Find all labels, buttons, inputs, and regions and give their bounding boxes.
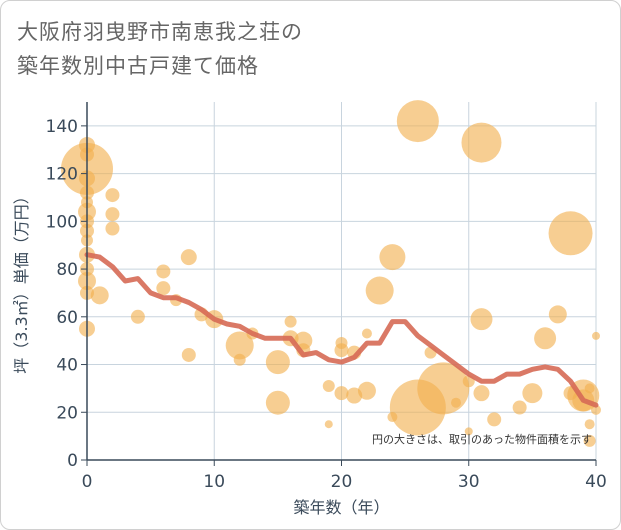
- data-bubble: [470, 308, 493, 331]
- x-tick-label: 40: [585, 472, 607, 492]
- data-bubble: [105, 188, 120, 203]
- data-bubble: [534, 327, 557, 350]
- x-tick-label: 0: [82, 472, 93, 492]
- data-bubble: [487, 412, 502, 427]
- y-axis-title: 坪（3.3㎡）単価（万円）: [12, 188, 31, 373]
- data-bubble: [324, 420, 333, 429]
- data-bubble: [522, 383, 543, 404]
- data-bubble: [584, 419, 595, 430]
- data-bubble: [265, 350, 290, 375]
- trend-line-group: [84, 252, 599, 408]
- data-bubble: [334, 386, 349, 401]
- data-bubble: [156, 264, 171, 279]
- y-tick-label: 60: [56, 308, 78, 328]
- chart-title-line-2: 築年数別中古戸建て価格: [17, 54, 259, 78]
- data-bubble: [105, 207, 120, 222]
- data-bubble: [473, 385, 490, 402]
- data-bubble: [451, 397, 462, 408]
- y-tick-label: 100: [46, 212, 78, 232]
- y-tick-label: 80: [56, 260, 78, 280]
- data-bubble: [322, 380, 335, 393]
- data-bubble: [548, 305, 567, 324]
- data-bubble: [265, 390, 290, 415]
- bubbles: [61, 100, 601, 447]
- data-bubble: [592, 331, 600, 340]
- data-bubble: [512, 400, 527, 415]
- average-price-line: [84, 252, 599, 408]
- y-tick-label: 140: [46, 117, 78, 137]
- x-tick-label: 20: [331, 472, 353, 492]
- data-bubble: [130, 309, 145, 324]
- data-bubble: [105, 221, 120, 236]
- bubble-size-note: 円の大きさは、取引のあった物件面積を示す: [372, 432, 592, 446]
- data-bubble: [334, 343, 349, 358]
- data-bubble: [181, 347, 196, 362]
- data-bubble: [461, 122, 502, 163]
- x-tick-label: 30: [458, 472, 480, 492]
- data-bubble: [584, 383, 595, 394]
- data-bubble: [180, 249, 197, 266]
- data-bubble: [464, 427, 473, 436]
- y-tick-label: 0: [67, 451, 78, 471]
- data-bubble: [548, 211, 593, 256]
- x-axis-title: 築年数（年）: [293, 498, 389, 517]
- y-tick-label: 120: [46, 165, 78, 185]
- data-bubble: [90, 286, 109, 305]
- chart-title-line-1: 大阪府羽曳野市南恵我之荘の: [17, 20, 303, 44]
- data-bubble: [156, 281, 171, 296]
- axes: 0 20 40 60 80 100 120 140 0 10 20 30 40: [46, 102, 607, 492]
- y-tick-label: 40: [56, 356, 78, 376]
- data-bubble: [396, 100, 439, 143]
- data-bubble: [365, 276, 394, 305]
- data-bubble: [361, 328, 372, 339]
- data-bubble: [583, 434, 596, 447]
- chart-title: 大阪府羽曳野市南恵我之荘の 築年数別中古戸建て価格: [17, 15, 303, 83]
- x-tick-label: 10: [203, 472, 225, 492]
- data-bubble: [225, 331, 254, 360]
- data-bubble: [233, 353, 246, 366]
- data-bubble: [284, 315, 297, 328]
- y-tick-label: 20: [56, 403, 78, 423]
- data-bubble: [591, 404, 601, 415]
- data-bubble: [357, 381, 376, 400]
- data-bubble: [379, 244, 406, 271]
